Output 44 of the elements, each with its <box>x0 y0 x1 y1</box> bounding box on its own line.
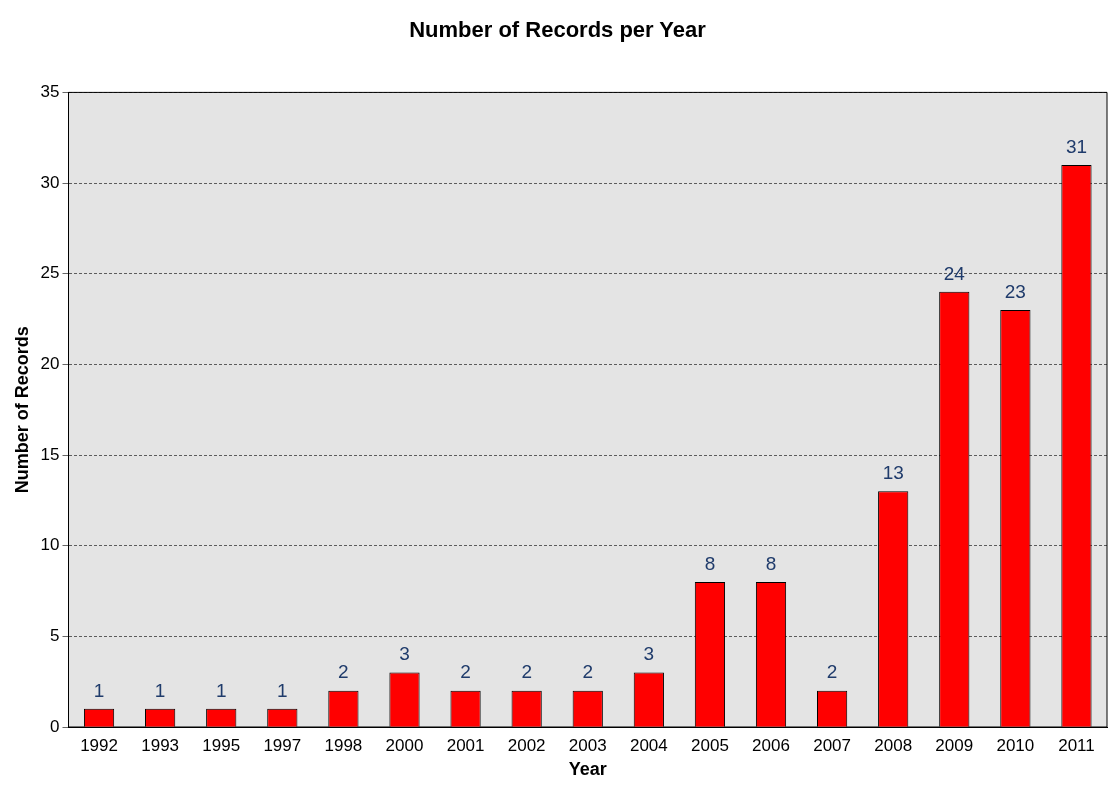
x-axis-title: Year <box>568 759 607 780</box>
x-tick-label: 2006 <box>752 735 790 755</box>
data-label: 1 <box>215 679 227 701</box>
x-tick-label: 2005 <box>691 735 729 755</box>
y-tick-label: 10 <box>40 535 60 555</box>
y-tick-label: 15 <box>40 444 60 464</box>
data-label: 3 <box>643 643 655 665</box>
x-tick-label: 1992 <box>80 735 118 755</box>
data-label: 1 <box>154 679 166 701</box>
data-label: 31 <box>1065 135 1088 157</box>
y-tick-label: 30 <box>40 172 60 192</box>
x-tick-label: 2007 <box>813 735 852 755</box>
data-label: 8 <box>765 552 777 574</box>
x-tick-label: 1995 <box>202 735 241 755</box>
x-tick-label: 2002 <box>507 735 546 755</box>
data-label: 13 <box>882 462 904 484</box>
y-tick-label: 5 <box>50 626 60 646</box>
x-tick-label: 2011 <box>1058 735 1095 755</box>
data-label: 1 <box>93 679 105 701</box>
chart-title: Number of Records per Year <box>409 17 707 43</box>
y-tick-label: 0 <box>50 716 60 736</box>
data-label: 2 <box>460 661 471 683</box>
x-tick-label: 2010 <box>996 735 1035 755</box>
y-axis-title: Number of Records <box>11 326 32 494</box>
x-tick-label: 2003 <box>568 735 607 755</box>
y-tick-label: 35 <box>40 82 60 102</box>
data-label: 2 <box>582 661 594 683</box>
data-label: 8 <box>704 552 716 574</box>
data-label: 3 <box>399 643 410 665</box>
data-label: 2 <box>826 661 838 683</box>
y-tick-label: 20 <box>40 354 60 374</box>
data-label: 2 <box>521 661 532 683</box>
x-tick-label: 1993 <box>141 735 180 755</box>
x-tick-label: 1998 <box>324 735 363 755</box>
y-tick-label: 25 <box>40 263 60 283</box>
x-tick-label: 2000 <box>385 735 424 755</box>
x-tick-label: 2001 <box>446 735 485 755</box>
x-tick-label: 2004 <box>629 735 668 755</box>
data-label: 1 <box>277 679 288 701</box>
data-label: 23 <box>1004 280 1026 302</box>
x-tick-label: 2009 <box>935 735 974 755</box>
x-tick-label: 2008 <box>874 735 913 755</box>
data-label: 2 <box>338 661 349 683</box>
x-tick-label: 1997 <box>263 735 302 755</box>
